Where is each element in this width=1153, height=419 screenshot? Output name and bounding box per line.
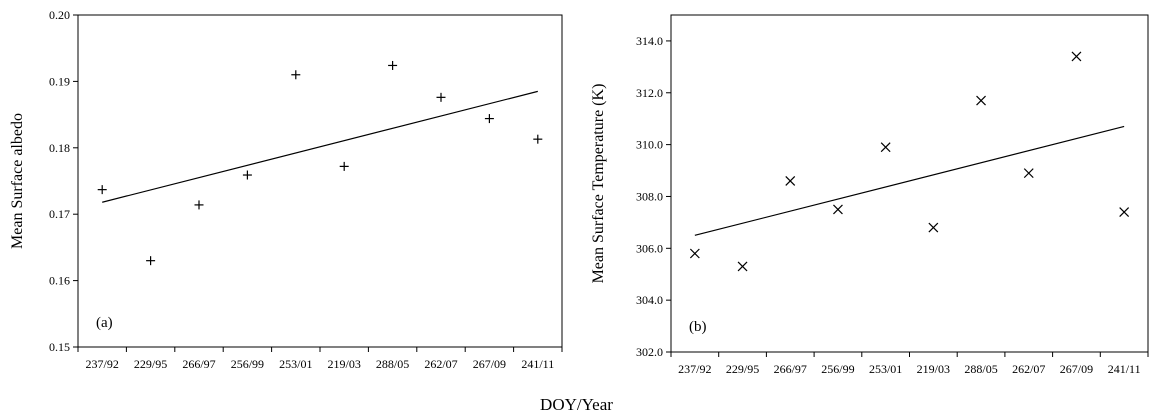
y-tick-label: 314.0 bbox=[636, 34, 663, 48]
x-tick-label: 229/95 bbox=[134, 357, 167, 371]
y-tick-label: 0.17 bbox=[49, 207, 70, 221]
data-point bbox=[339, 161, 349, 171]
data-point-stroke bbox=[785, 175, 796, 186]
y-tick-label: 0.19 bbox=[49, 74, 70, 88]
plot-frame bbox=[670, 14, 1149, 353]
data-point-stroke bbox=[1119, 207, 1130, 217]
x-tick-label: 262/07 bbox=[1012, 362, 1045, 376]
data-point bbox=[737, 261, 748, 272]
data-point bbox=[194, 200, 204, 210]
y-tick-label: 0.20 bbox=[49, 8, 70, 22]
data-point-stroke bbox=[833, 204, 843, 215]
data-point bbox=[1071, 51, 1082, 62]
data-point bbox=[928, 222, 939, 233]
data-point-stroke bbox=[1071, 51, 1082, 62]
data-point-stroke bbox=[880, 142, 891, 153]
x-tick-label: 256/99 bbox=[821, 362, 854, 376]
chart-panel-b: 302.0 304.0 306.0 308.0 310.0 312.0 314.0 237/9… bbox=[590, 14, 1149, 376]
data-point bbox=[533, 134, 543, 144]
shared-x-axis-title: DOY/Year bbox=[540, 395, 613, 414]
x-tick-label: 288/05 bbox=[376, 357, 409, 371]
data-point bbox=[976, 95, 986, 106]
trendline bbox=[694, 125, 1125, 236]
y-tick-label: 312.0 bbox=[636, 86, 663, 100]
y-tick-label: 0.15 bbox=[49, 340, 70, 354]
data-point bbox=[880, 142, 891, 153]
x-tick-label: 266/97 bbox=[774, 362, 807, 376]
y-tick-label: 304.0 bbox=[636, 293, 663, 307]
x-tick-label: 256/99 bbox=[231, 357, 264, 371]
y-axis-title: Mean Surface Temperature (K) bbox=[590, 84, 607, 284]
x-tick-label: 253/01 bbox=[869, 362, 902, 376]
x-tick-label: 266/97 bbox=[182, 357, 215, 371]
x-tick-label: 237/92 bbox=[86, 357, 119, 371]
x-tick-label: 267/09 bbox=[1060, 362, 1093, 376]
x-tick-label: 267/09 bbox=[473, 357, 506, 371]
data-point-stroke bbox=[689, 248, 700, 259]
data-point bbox=[833, 204, 843, 215]
x-tick-label: 219/03 bbox=[328, 357, 361, 371]
data-point-stroke bbox=[1023, 168, 1034, 179]
data-point bbox=[1119, 207, 1130, 217]
data-point bbox=[1023, 168, 1034, 179]
data-point-stroke bbox=[737, 261, 748, 272]
data-point-stroke bbox=[928, 222, 939, 233]
y-tick-label: 308.0 bbox=[636, 189, 663, 203]
data-point bbox=[291, 70, 301, 80]
data-point bbox=[97, 185, 107, 195]
x-tick-label: 262/07 bbox=[424, 357, 457, 371]
trendline bbox=[102, 90, 538, 203]
x-tick-label: 219/03 bbox=[917, 362, 950, 376]
data-point bbox=[388, 60, 398, 70]
y-tick-label: 0.18 bbox=[49, 141, 70, 155]
x-tick-label: 288/05 bbox=[964, 362, 997, 376]
x-tick-label: 241/11 bbox=[521, 357, 554, 371]
data-point-stroke bbox=[976, 95, 986, 106]
plot-frame bbox=[77, 14, 563, 348]
x-tick-label: 241/11 bbox=[1108, 362, 1141, 376]
y-axis-title: Mean Surface albedo bbox=[9, 113, 26, 249]
x-tick-label: 229/95 bbox=[726, 362, 759, 376]
x-tick-label: 237/92 bbox=[678, 362, 711, 376]
data-point bbox=[242, 170, 252, 180]
panel-label: (a) bbox=[96, 315, 113, 331]
chart-panel-a: 0.15 0.16 0.17 0.18 0.19 0.20 237/92 229/95 266/… bbox=[9, 8, 563, 371]
panel-label: (b) bbox=[689, 319, 707, 335]
data-point bbox=[484, 114, 494, 124]
y-tick-label: 302.0 bbox=[636, 345, 663, 359]
data-point bbox=[785, 175, 796, 186]
data-point bbox=[689, 248, 700, 259]
y-tick-label: 306.0 bbox=[636, 241, 663, 255]
y-tick-label: 310.0 bbox=[636, 138, 663, 152]
x-tick-label: 253/01 bbox=[279, 357, 312, 371]
y-tick-label: 0.16 bbox=[49, 274, 70, 288]
data-point bbox=[146, 256, 156, 266]
data-point bbox=[436, 92, 446, 102]
